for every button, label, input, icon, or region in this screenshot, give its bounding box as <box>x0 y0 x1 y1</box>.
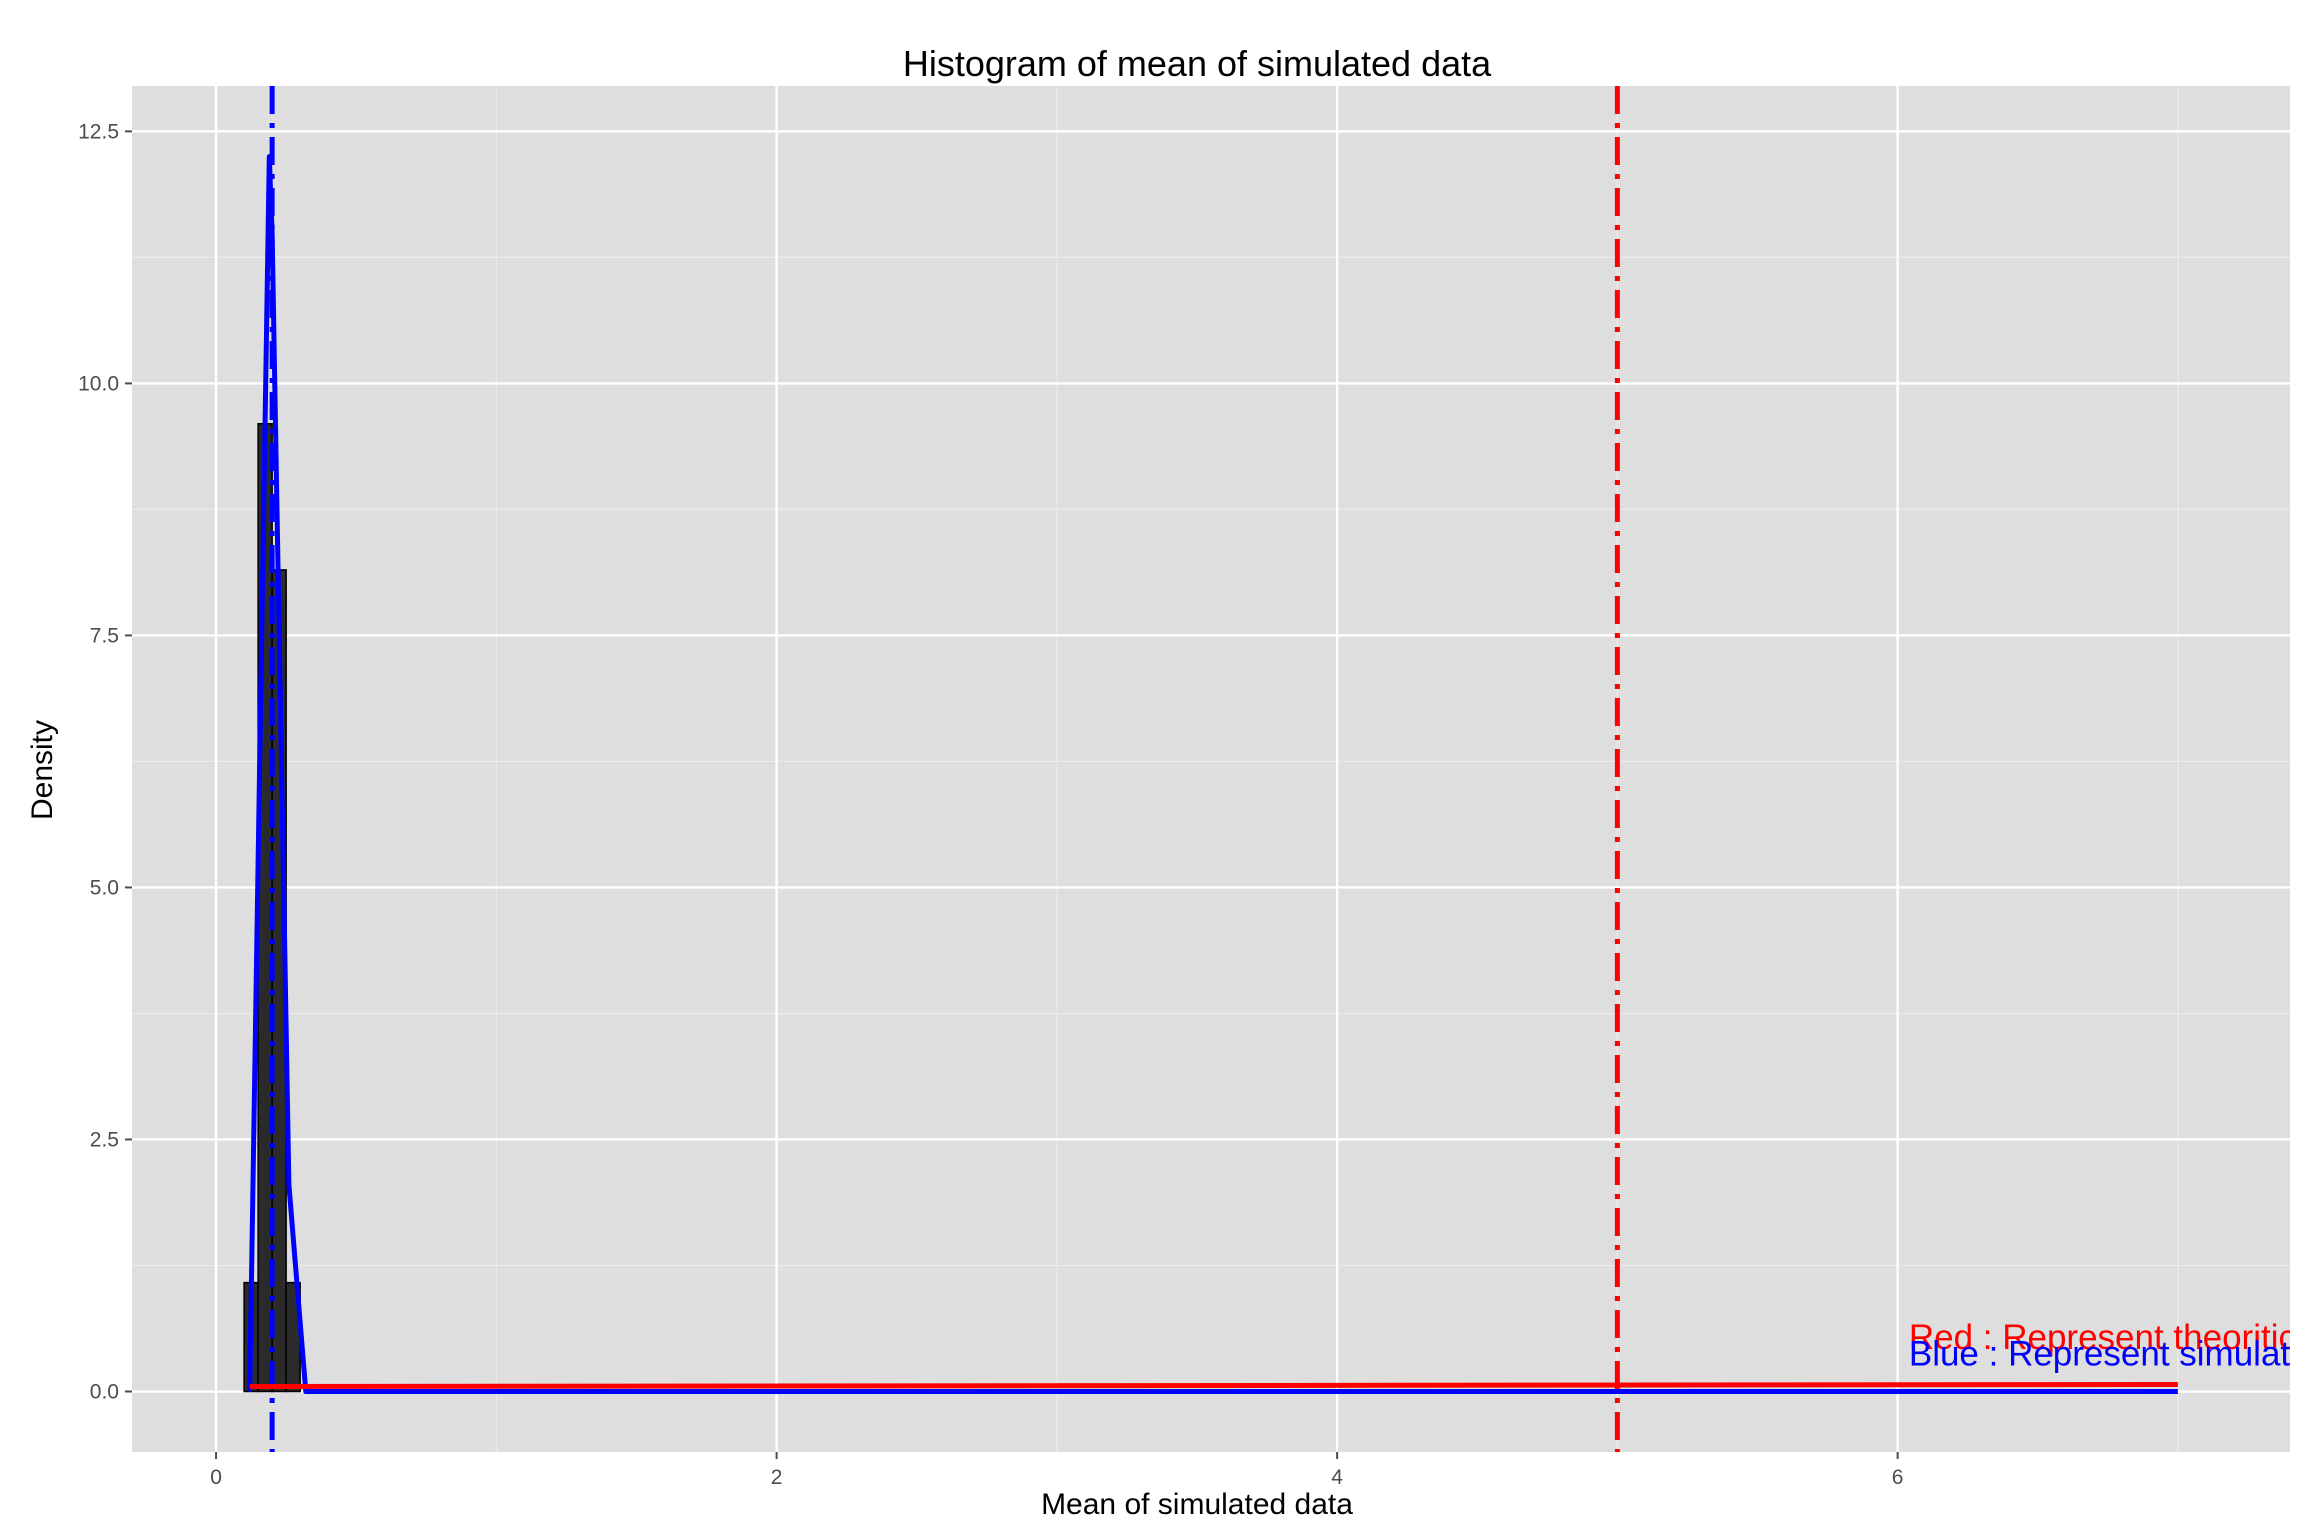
y-axis-title: Density <box>26 720 59 820</box>
x-tick-label: 6 <box>1892 1466 1904 1489</box>
annotation-label: Red : Represent theoritical <box>1909 1318 2304 1357</box>
x-tick-label: 0 <box>210 1466 222 1489</box>
density-line <box>247 154 2178 1394</box>
y-tick-label: 12.5 <box>78 120 119 143</box>
plot-panel-background <box>132 86 2290 1452</box>
density-line <box>249 1382 2178 1389</box>
y-tick-label: 10.0 <box>78 372 119 395</box>
axes: 0 2 4 6 0.0 2.5 5.0 7.5 10.0 12.5 <box>78 120 1903 1489</box>
chart-title: Histogram of mean of simulated data <box>903 43 1492 84</box>
y-tick-label: 5.0 <box>90 876 119 899</box>
y-tick-label: 2.5 <box>90 1128 119 1151</box>
x-axis-title: Mean of simulated data <box>1041 1488 1353 1521</box>
annotation-label: Blue : Represent simulation <box>1909 1334 2304 1373</box>
x-tick-label: 4 <box>1331 1466 1343 1489</box>
y-tick-label: 7.5 <box>90 624 119 647</box>
x-tick-label: 2 <box>771 1466 783 1489</box>
y-tick-label: 0.0 <box>90 1381 119 1404</box>
